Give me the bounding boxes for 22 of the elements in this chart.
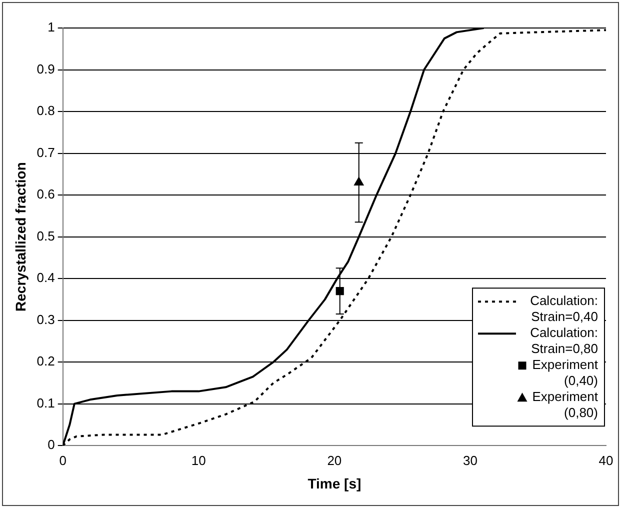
legend-label: Experiment (0,80) <box>532 389 598 420</box>
y-tick-label: 1 <box>48 20 55 35</box>
legend-label: Calculation: Strain=0,40 <box>530 293 598 324</box>
y-tick-label: 0.4 <box>36 270 55 286</box>
y-tick-label: 0 <box>48 437 55 452</box>
x-tick-label: 20 <box>327 452 342 468</box>
y-tick-label: 0.9 <box>36 61 55 76</box>
y-tick-label: 0.5 <box>36 228 55 244</box>
x-tick-label: 10 <box>191 452 206 468</box>
y-tick-label: 0.7 <box>36 144 55 160</box>
y-tick-label: 0.3 <box>36 312 55 327</box>
x-tick-label: 30 <box>462 452 478 468</box>
legend-label: Calculation: Strain=0,80 <box>530 325 598 356</box>
y-axis-title: Recrystallized fraction <box>12 162 28 312</box>
x-tick-label: 0 <box>59 452 66 468</box>
y-tick-label: 0.6 <box>36 186 55 202</box>
x-tick-label: 40 <box>598 452 614 468</box>
y-tick-label: 0.1 <box>36 395 55 410</box>
x-axis-title: Time [s] <box>308 475 362 492</box>
y-tick-label: 0.2 <box>36 354 55 369</box>
y-tick-label: 0.8 <box>36 103 55 118</box>
legend-label: Experiment (0,40) <box>532 357 598 388</box>
